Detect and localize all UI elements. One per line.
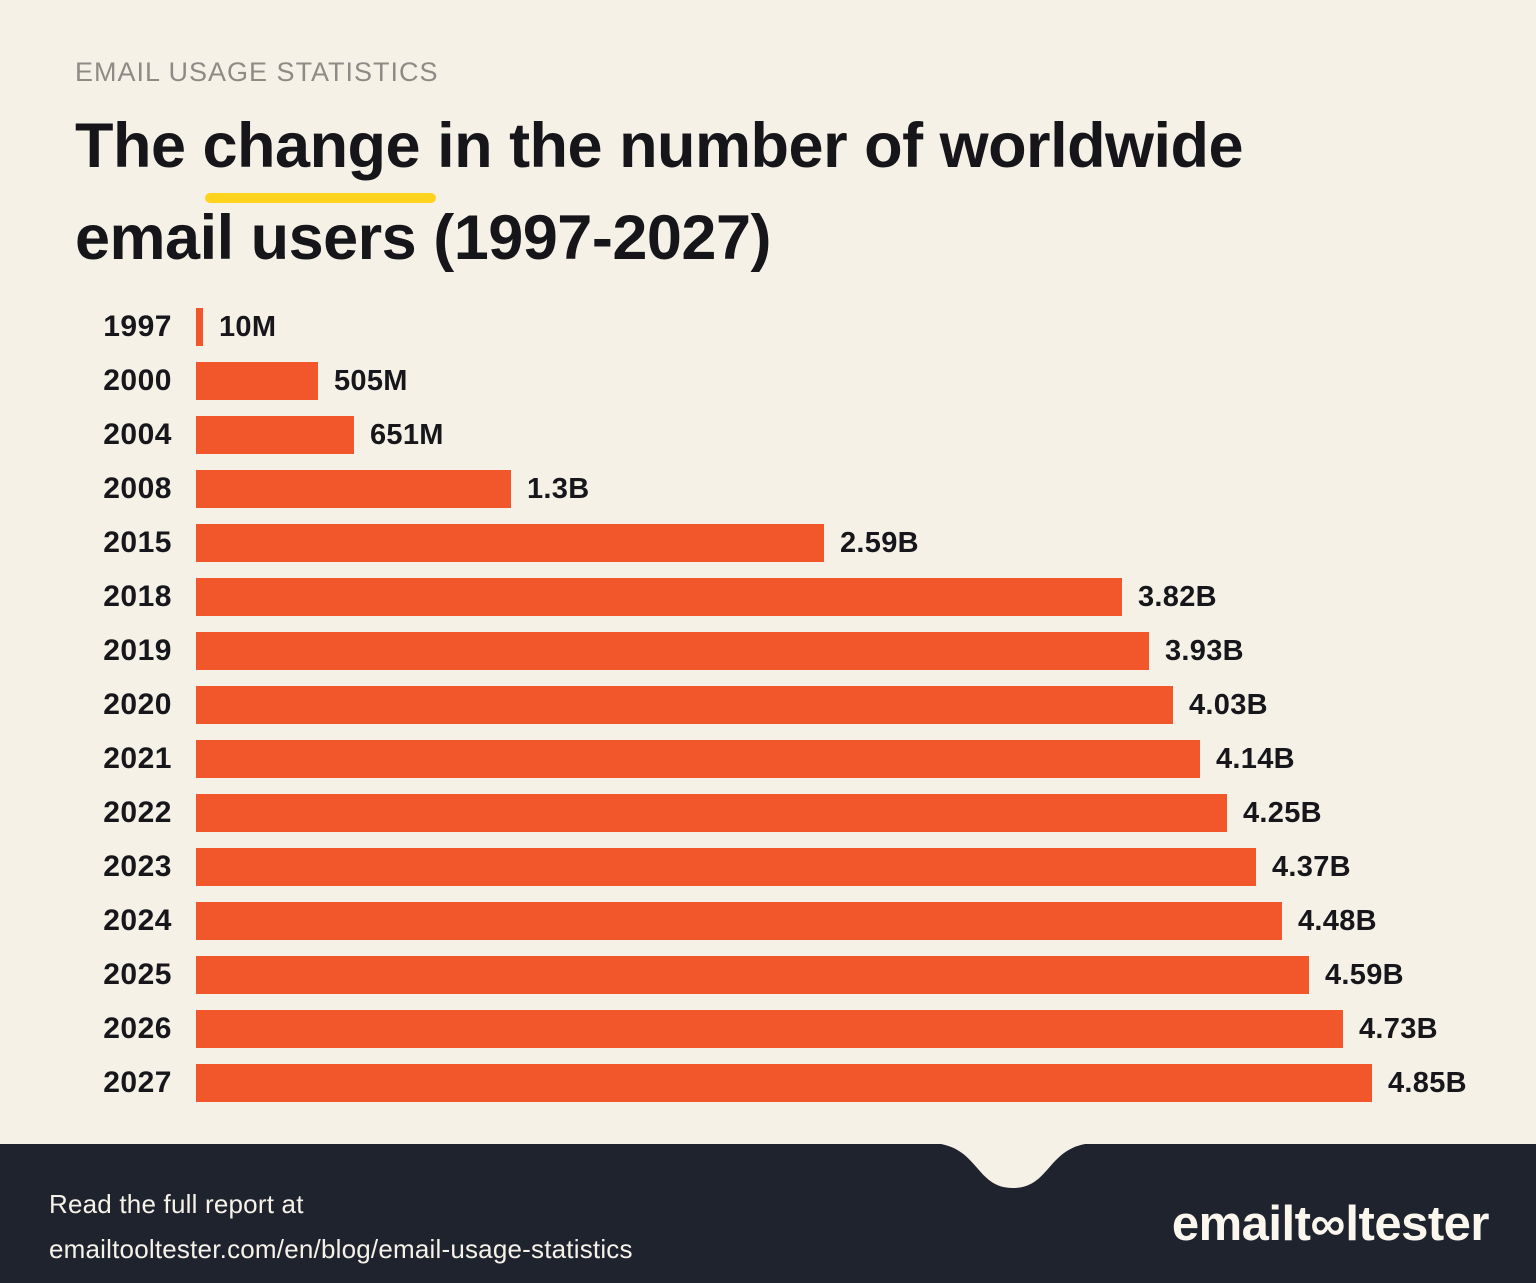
value-label: 4.37B [1272,850,1351,883]
bar-1997 [196,308,203,346]
year-label: 2000 [103,364,172,397]
year-label: 2015 [103,526,172,559]
bar-2015 [196,524,824,562]
year-label: 2026 [103,1012,172,1045]
bar-chart: 1997 10M 2000 505M 2004 651M 2008 1.3B 2015 2.59B… [75,308,1467,1102]
footer: Read the full report at emailtooltester.… [0,1143,1536,1283]
bar-2025 [196,956,1309,994]
bar-track: 4.03B [196,686,1462,724]
bar-2004 [196,416,354,454]
bar-track: 4.14B [196,740,1462,778]
value-label: 10M [219,310,277,343]
bar-track: 4.73B [196,1010,1462,1048]
bar-track: 2.59B [196,524,1462,562]
content-area: EMAIL USAGE STATISTICS The change in the… [75,57,1467,1102]
footer-notch-decoration [933,1143,1093,1188]
bar-track: 4.59B [196,956,1462,994]
chart-row-2026: 2026 4.73B [75,1010,1462,1048]
bar-2020 [196,686,1173,724]
bar-2019 [196,632,1149,670]
bar-2023 [196,848,1256,886]
year-label: 2020 [103,688,172,721]
bar-2024 [196,902,1282,940]
logo-infinity-oo-icon: ∞ [1310,1197,1346,1251]
footer-note-line1: Read the full report at [49,1189,304,1219]
value-label: 2.59B [840,526,919,559]
value-label: 4.73B [1359,1012,1438,1045]
logo-text-prefix: emailt [1171,1197,1311,1251]
bar-track: 505M [196,362,1462,400]
bar-2021 [196,740,1200,778]
value-label: 4.25B [1243,796,1322,829]
chart-row-2024: 2024 4.48B [75,902,1462,940]
bar-track: 1.3B [196,470,1462,508]
value-label: 3.82B [1138,580,1217,613]
year-label: 2004 [103,418,172,451]
year-label: 2023 [103,850,172,883]
year-label: 2024 [103,904,172,937]
chart-row-2004: 2004 651M [75,416,1462,454]
title-highlight-underlined: change [202,100,436,203]
value-label: 3.93B [1165,634,1244,667]
chart-row-2027: 2027 4.85B [75,1064,1467,1102]
value-label: 4.03B [1189,688,1268,721]
bar-2018 [196,578,1122,616]
value-label: 4.85B [1388,1066,1467,1099]
title-line2: email users (1997-2027) [75,203,771,273]
year-label: 2025 [103,958,172,991]
year-label: 2021 [103,742,172,775]
footer-report-url: emailtooltester.com/en/blog/email-usage-… [49,1234,633,1264]
bar-2022 [196,794,1227,832]
year-label: 2027 [103,1066,172,1099]
bar-2027 [196,1064,1372,1102]
chart-row-2000: 2000 505M [75,362,1462,400]
chart-row-2020: 2020 4.03B [75,686,1462,724]
chart-row-2025: 2025 4.59B [75,956,1462,994]
bar-track: 3.93B [196,632,1462,670]
value-label: 1.3B [527,472,590,505]
chart-row-1997: 1997 10M [75,308,1462,346]
chart-row-2022: 2022 4.25B [75,794,1462,832]
bar-track: 4.48B [196,902,1462,940]
chart-row-2015: 2015 2.59B [75,524,1462,562]
emailtooltester-logo: emailt∞ltester [1171,1196,1490,1252]
year-label: 2022 [103,796,172,829]
year-label: 2008 [103,472,172,505]
bar-track: 4.25B [196,794,1462,832]
chart-row-2021: 2021 4.14B [75,740,1462,778]
footer-note: Read the full report at emailtooltester.… [49,1182,633,1272]
chart-row-2018: 2018 3.82B [75,578,1462,616]
title-highlight-word: change [202,111,421,181]
page-title: The change in the number of worldwide ema… [75,100,1462,284]
bar-track: 3.82B [196,578,1462,616]
value-label: 4.59B [1325,958,1404,991]
value-label: 4.14B [1216,742,1295,775]
title-text-rest: in the number of worldwide [420,111,1244,181]
value-label: 505M [334,364,408,397]
title-text-start: The [75,111,203,181]
value-label: 4.48B [1298,904,1377,937]
chart-row-2019: 2019 3.93B [75,632,1462,670]
logo-text-suffix: ltester [1345,1197,1489,1251]
year-label: 1997 [103,310,172,343]
bar-2000 [196,362,318,400]
eyebrow-label: EMAIL USAGE STATISTICS [75,57,439,87]
chart-row-2023: 2023 4.37B [75,848,1462,886]
bar-track: 4.85B [196,1064,1467,1102]
year-label: 2019 [103,634,172,667]
chart-row-2008: 2008 1.3B [75,470,1462,508]
bar-2008 [196,470,511,508]
bar-2026 [196,1010,1343,1048]
bar-track: 10M [196,308,1462,346]
year-label: 2018 [103,580,172,613]
bar-track: 651M [196,416,1462,454]
bar-track: 4.37B [196,848,1462,886]
value-label: 651M [370,418,444,451]
